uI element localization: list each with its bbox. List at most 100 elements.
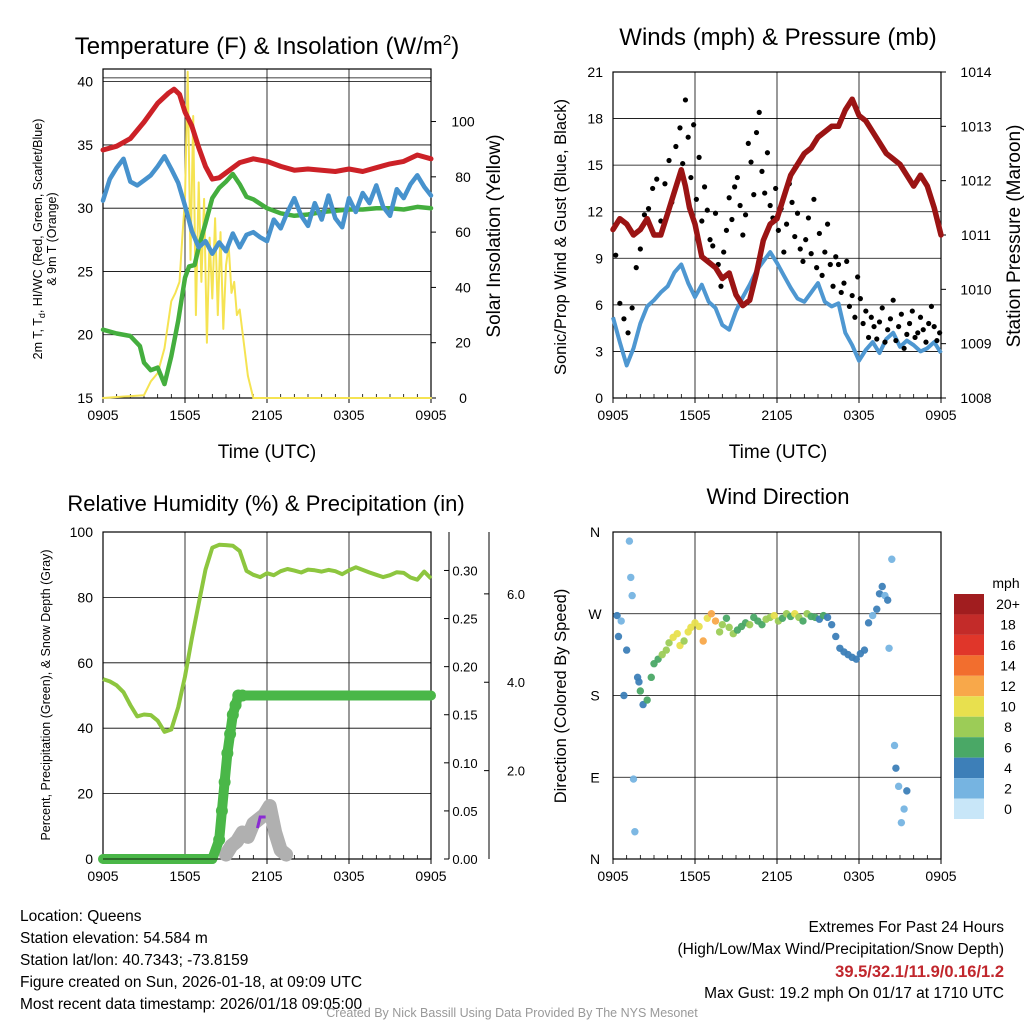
temperature-ytick-label: 15 bbox=[77, 390, 93, 406]
temperature-right-tick-label: 0 bbox=[459, 390, 467, 406]
winds-gust-point bbox=[915, 330, 921, 336]
direction-point bbox=[662, 646, 670, 654]
temperature-right-tick-label: 100 bbox=[451, 114, 475, 130]
winds-gust-point bbox=[773, 185, 779, 192]
winds-gust-point bbox=[729, 216, 735, 223]
winds-right-tick-label: 1012 bbox=[960, 173, 991, 189]
winds-gust-point bbox=[824, 221, 831, 227]
legend-label: 8 bbox=[1004, 719, 1012, 735]
humidity-xtick-label: 0905 bbox=[87, 868, 118, 884]
direction-point bbox=[625, 537, 634, 545]
mesonet-figure: Temperature (F) & Insolation (W/m2) Time… bbox=[31, 24, 1024, 884]
winds-gust-point bbox=[879, 305, 885, 311]
humidity-precip-point bbox=[221, 747, 234, 760]
legend-swatch bbox=[954, 696, 984, 717]
direction-ytick-label: N bbox=[590, 524, 600, 540]
direction-ytick-label: N bbox=[590, 851, 600, 867]
winds-gust-point bbox=[783, 221, 790, 227]
winds-gust-point bbox=[650, 185, 656, 192]
winds-gust-point bbox=[931, 323, 937, 330]
winds-ytick-label: 9 bbox=[595, 250, 603, 266]
temperature-xtick-label: 0905 bbox=[87, 407, 118, 423]
winds-gust-point bbox=[704, 207, 710, 213]
direction-point bbox=[643, 696, 651, 704]
precip-axis-label: 0.30 bbox=[452, 563, 477, 578]
direction-point bbox=[894, 782, 903, 791]
winds-gust-point bbox=[887, 316, 894, 322]
humidity-title: Relative Humidity (%) & Precipitation (i… bbox=[67, 491, 464, 516]
temperature-xtick-label: 2105 bbox=[251, 407, 282, 423]
winds-gust-point bbox=[868, 314, 874, 320]
winds-xlabel: Time (UTC) bbox=[729, 442, 828, 463]
winds-gust-point bbox=[852, 314, 858, 320]
winds-gust-point bbox=[613, 252, 619, 258]
legend-label: 12 bbox=[1000, 678, 1016, 694]
direction-point bbox=[758, 620, 766, 629]
temperature-ytick-label: 40 bbox=[77, 74, 93, 90]
winds-gust-point bbox=[849, 292, 855, 299]
direction-point bbox=[900, 805, 908, 813]
winds-gust-point bbox=[928, 303, 935, 310]
precip-axis-label: 0.15 bbox=[452, 708, 477, 723]
winds-gust-point bbox=[732, 184, 738, 190]
winds-ytick-label: 15 bbox=[587, 157, 603, 173]
direction-xtick-label: 1505 bbox=[679, 868, 710, 884]
winds-gust-point bbox=[912, 334, 918, 341]
legend-swatch bbox=[954, 737, 984, 758]
humidity-precip-point bbox=[218, 776, 231, 789]
winds-gust-point bbox=[896, 323, 902, 330]
direction-point bbox=[860, 646, 869, 654]
winds-gust-point bbox=[794, 210, 801, 216]
winds-ytick-label: 12 bbox=[587, 204, 603, 220]
direction-point bbox=[718, 620, 727, 629]
winds-gust-point bbox=[734, 174, 740, 181]
winds-xtick-label: 0905 bbox=[925, 407, 956, 423]
winds-gust-point bbox=[654, 176, 660, 182]
winds-gust-point bbox=[699, 218, 705, 224]
direction-point bbox=[617, 617, 625, 625]
winds-gust-point bbox=[629, 305, 635, 311]
winds-gust-point bbox=[753, 129, 760, 136]
winds-gust-point bbox=[693, 196, 699, 202]
direction-point bbox=[897, 818, 906, 827]
direction-point bbox=[635, 678, 643, 686]
temperature-panel: Temperature (F) & Insolation (W/m2) Time… bbox=[31, 32, 505, 463]
extremes-heading: Extremes For Past 24 Hours bbox=[808, 919, 1004, 936]
legend-label: 0 bbox=[1004, 801, 1012, 817]
winds-gust-point bbox=[920, 327, 926, 333]
winds-gust-point bbox=[762, 190, 768, 196]
humidity-ytick-label: 40 bbox=[77, 720, 93, 736]
direction-point bbox=[614, 632, 623, 641]
winds-right-tick-label: 1014 bbox=[960, 64, 991, 80]
winds-gust-point bbox=[740, 232, 746, 238]
winds-gust-point bbox=[923, 339, 929, 345]
direction-point bbox=[852, 655, 860, 663]
snow-axis-label: 6.0 bbox=[507, 587, 525, 602]
legend-label: 2 bbox=[1004, 780, 1012, 796]
winds-gust-point bbox=[645, 206, 652, 212]
humidity-xtick-label: 0905 bbox=[415, 868, 446, 884]
precip-axis-label: 0.25 bbox=[452, 612, 477, 627]
humidity-precip-point bbox=[226, 708, 239, 721]
direction-point bbox=[707, 610, 716, 618]
precip-axis-label: 0.05 bbox=[452, 804, 477, 819]
winds-right-tick-label: 1008 bbox=[960, 390, 991, 406]
direction-ytick-label: E bbox=[590, 769, 599, 785]
winds-gust-point bbox=[827, 261, 833, 268]
winds-gust-point bbox=[621, 316, 627, 322]
winds-gust-point bbox=[860, 320, 866, 327]
temperature-right-tick-label: 80 bbox=[455, 169, 471, 185]
humidity-precip-point bbox=[229, 699, 242, 712]
direction-point bbox=[878, 582, 886, 591]
humidity-precip-point bbox=[213, 833, 226, 846]
legend-swatch bbox=[954, 757, 984, 779]
direction-point bbox=[631, 828, 639, 836]
direction-ylabel-left: Direction (Colored By Speed) bbox=[552, 589, 570, 804]
legend-swatch bbox=[954, 655, 984, 676]
winds-gust-point bbox=[904, 331, 910, 337]
winds-gust-point bbox=[707, 237, 713, 243]
winds-gust-point bbox=[756, 109, 762, 115]
winds-gust-point bbox=[751, 192, 757, 198]
legend-label: 4 bbox=[1004, 760, 1012, 776]
winds-gust-point bbox=[748, 159, 754, 165]
